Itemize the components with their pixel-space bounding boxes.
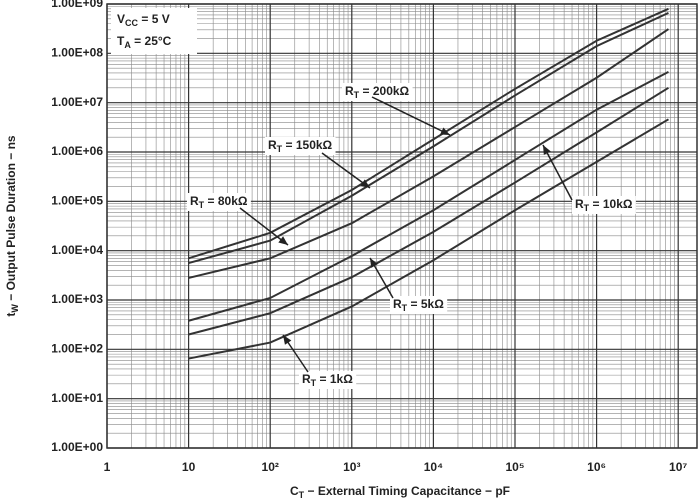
series-label: RT = 5kΩ: [393, 297, 444, 313]
arrow-head: [278, 236, 288, 245]
series-label-sub: T: [311, 378, 317, 388]
y-tick-label: 1.00E+01: [51, 391, 103, 405]
x-tick-label: 1: [104, 460, 111, 474]
condition: TA = 25°C: [117, 34, 172, 50]
y-tick-label: 1.00E+02: [51, 342, 103, 356]
series-label-rest: = 80kΩ: [204, 194, 248, 208]
arrow-head: [370, 258, 378, 268]
y-tick-label: 1.00E+04: [51, 243, 103, 257]
series-label: RT = 10kΩ: [575, 197, 633, 213]
series-line: [188, 118, 669, 360]
series-label-sub: T: [199, 200, 205, 210]
label-arrow: [542, 144, 573, 201]
series-label-main: R: [575, 197, 584, 211]
y-tick-label: 1.00E+05: [51, 194, 103, 208]
x-tick-label: 10: [182, 460, 196, 474]
x-tick-label: 10³: [343, 460, 360, 474]
y-axis-title: tW − Output Pulse Duration − ns: [4, 135, 20, 317]
series-label-main: R: [190, 194, 199, 208]
series-line: [188, 7, 669, 260]
plot-frame: [106, 3, 698, 449]
series-label-sub: T: [277, 144, 283, 154]
x-tick-label: 10⁴: [424, 460, 443, 474]
y-axis-title-main: t: [4, 313, 18, 317]
series-label: RT = 1kΩ: [302, 372, 353, 388]
series-label-main: R: [393, 297, 402, 311]
label-background: [299, 371, 357, 389]
y-tick-label: 1.00E+09: [51, 0, 103, 10]
series-label-rest: = 200kΩ: [359, 84, 409, 98]
series-label-main: R: [268, 138, 277, 152]
x-axis-title-sub: T: [299, 490, 305, 500]
label-arrow: [371, 96, 451, 136]
series-label-main: R: [345, 84, 354, 98]
arrow-head: [543, 145, 551, 155]
label-background: [572, 196, 636, 214]
y-axis-title-rest: − Output Pulse Duration − ns: [4, 135, 18, 304]
series-label: RT = 200kΩ: [345, 84, 410, 100]
x-tick-label: 10⁶: [587, 460, 606, 474]
x-tick-label: 10⁵: [506, 460, 525, 474]
label-background: [187, 193, 251, 211]
series-label-sub: T: [402, 303, 408, 313]
x-tick-label: 10²: [262, 460, 279, 474]
series-line: [188, 71, 669, 322]
series-label-rest: = 10kΩ: [589, 197, 633, 211]
arrow-head: [360, 179, 370, 188]
condition: VCC = 5 V: [117, 12, 170, 28]
condition-main: V: [117, 12, 125, 26]
series-label: RT = 150kΩ: [268, 138, 333, 154]
series-line: [188, 28, 670, 279]
y-tick-label: 1.00E+03: [51, 292, 103, 306]
series-label-sub: T: [584, 203, 590, 213]
series-label-rest: = 5kΩ: [407, 297, 444, 311]
series-line: [188, 86, 669, 336]
series-label-rest: = 1kΩ: [316, 372, 353, 386]
condition-sub: CC: [125, 18, 138, 28]
condition-rest: = 5 V: [138, 12, 170, 26]
x-axis-title-main: C: [290, 484, 299, 498]
y-tick-label: 1.00E+06: [51, 144, 103, 158]
series-label-sub: T: [354, 90, 360, 100]
x-axis-title-rest: − External Timing Capacitance − pF: [304, 484, 510, 498]
series-label: RT = 80kΩ: [190, 194, 248, 210]
series-label-main: R: [302, 372, 311, 386]
condition-sub: A: [124, 40, 131, 50]
label-arrow: [239, 207, 289, 246]
label-background: [390, 296, 448, 314]
label-arrow: [321, 152, 371, 189]
arrow-head: [283, 335, 292, 345]
label-background: [265, 137, 336, 155]
y-axis-title-sub: W: [10, 304, 20, 313]
arrow-head: [440, 127, 450, 135]
x-axis-title: CT − External Timing Capacitance − pF: [290, 484, 510, 500]
x-tick-label: 10⁷: [669, 460, 687, 474]
condition-rest: = 25°C: [131, 34, 172, 48]
y-tick-label: 1.00E+07: [51, 95, 103, 109]
label-background: [342, 83, 413, 101]
series-label-rest: = 150kΩ: [282, 138, 332, 152]
y-tick-label: 1.00E+00: [51, 440, 103, 454]
y-tick-label: 1.00E+08: [51, 46, 103, 60]
series-line: [188, 11, 669, 265]
conditions-box: [111, 8, 197, 54]
condition-main: T: [117, 34, 125, 48]
